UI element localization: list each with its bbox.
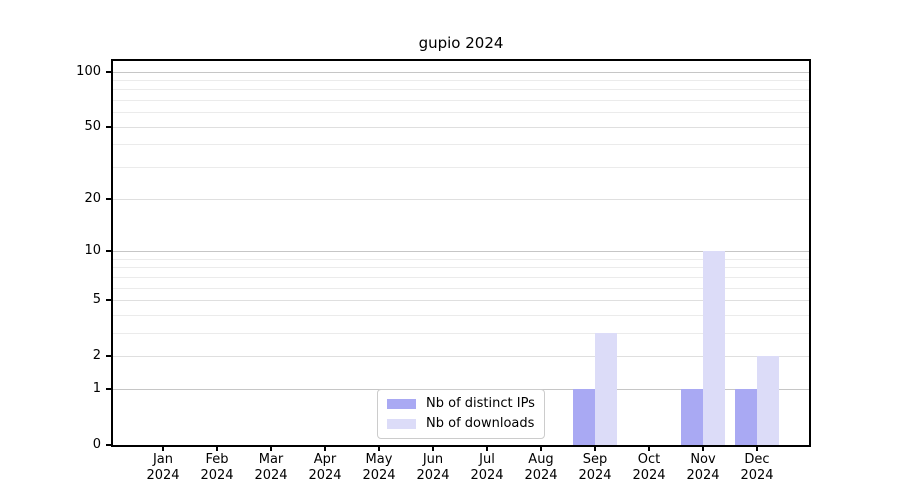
bar-downloads-nov — [703, 250, 725, 445]
chart-title: gupio 2024 — [418, 34, 504, 52]
y-gridline-3 — [113, 332, 809, 334]
x-tick-mark-mar — [270, 446, 272, 451]
y-tick-label-10: 10 — [84, 242, 101, 258]
bar-downloads-dec — [757, 356, 779, 445]
x-tick-label-jul: Jul 2024 — [470, 452, 504, 483]
y-tick-label-20: 20 — [84, 190, 101, 206]
x-tick-label-feb: Feb 2024 — [200, 452, 234, 483]
y-gridline-40 — [113, 144, 809, 146]
x-tick-label-jun: Jun 2024 — [416, 452, 450, 483]
y-tick-label-2: 2 — [92, 348, 101, 364]
bar-downloads-sep — [595, 332, 617, 445]
y-gridline-10 — [113, 250, 809, 252]
bar-distinct-ips-nov — [681, 388, 703, 445]
x-tick-mark-may — [378, 446, 380, 451]
y-gridline-9 — [113, 258, 809, 260]
y-tick-label-0: 0 — [92, 437, 101, 452]
y-tick-mark-100 — [106, 70, 111, 73]
legend-swatch-downloads — [387, 419, 416, 429]
bar-distinct-ips-sep — [573, 388, 595, 445]
x-tick-label-aug: Aug 2024 — [524, 452, 558, 483]
legend-item-downloads: Nb of downloads — [387, 416, 535, 432]
y-tick-label-1: 1 — [92, 380, 101, 396]
y-gridline-30 — [113, 167, 809, 169]
y-tick-mark-20 — [106, 197, 111, 200]
x-tick-label-dec: Dec 2024 — [740, 452, 774, 483]
y-gridline-20 — [113, 198, 809, 200]
x-tick-label-sep: Sep 2024 — [578, 452, 612, 483]
x-tick-mark-feb — [216, 446, 218, 451]
y-tick-mark-1 — [106, 387, 111, 390]
y-gridline-100 — [113, 71, 809, 73]
y-tick-label-50: 50 — [84, 118, 101, 134]
y-gridline-6 — [113, 287, 809, 289]
y-gridline-60 — [113, 112, 809, 114]
x-tick-mark-sep — [594, 446, 596, 451]
x-tick-label-mar: Mar 2024 — [254, 452, 288, 483]
x-tick-label-apr: Apr 2024 — [308, 452, 342, 483]
legend-label-distinct-ips: Nb of distinct IPs — [426, 396, 535, 411]
x-tick-mark-nov — [702, 446, 704, 451]
x-tick-mark-oct — [648, 446, 650, 451]
y-gridline-90 — [113, 79, 809, 81]
y-tick-mark-2 — [106, 355, 111, 358]
x-tick-label-may: May 2024 — [362, 452, 396, 483]
y-gridline-2 — [113, 356, 809, 358]
x-tick-mark-apr — [324, 446, 326, 451]
x-tick-mark-jun — [432, 446, 434, 451]
y-gridline-80 — [113, 89, 809, 91]
x-tick-label-jan: Jan 2024 — [146, 452, 180, 483]
y-tick-mark-0 — [106, 444, 111, 446]
x-tick-mark-jul — [486, 446, 488, 451]
y-gridline-4 — [113, 314, 809, 316]
y-gridline-50 — [113, 126, 809, 128]
x-tick-mark-aug — [540, 446, 542, 451]
bar-distinct-ips-dec — [735, 388, 757, 445]
y-gridline-5 — [113, 299, 809, 301]
x-tick-mark-jan — [162, 446, 164, 451]
x-tick-label-nov: Nov 2024 — [686, 452, 720, 483]
y-tick-mark-50 — [106, 125, 111, 128]
x-tick-label-oct: Oct 2024 — [632, 452, 666, 483]
y-tick-mark-10 — [106, 249, 111, 252]
plot-area — [111, 59, 811, 447]
y-tick-label-100: 100 — [76, 63, 101, 79]
legend-swatch-distinct-ips — [387, 399, 416, 409]
legend: Nb of distinct IPs Nb of downloads — [377, 389, 545, 439]
y-tick-mark-5 — [106, 298, 111, 301]
y-gridline-70 — [113, 100, 809, 102]
y-gridline-7 — [113, 276, 809, 278]
y-tick-label-5: 5 — [92, 291, 101, 307]
x-tick-mark-dec — [756, 446, 758, 451]
legend-label-downloads: Nb of downloads — [426, 416, 535, 431]
y-gridline-8 — [113, 267, 809, 269]
legend-item-distinct-ips: Nb of distinct IPs — [387, 396, 535, 412]
